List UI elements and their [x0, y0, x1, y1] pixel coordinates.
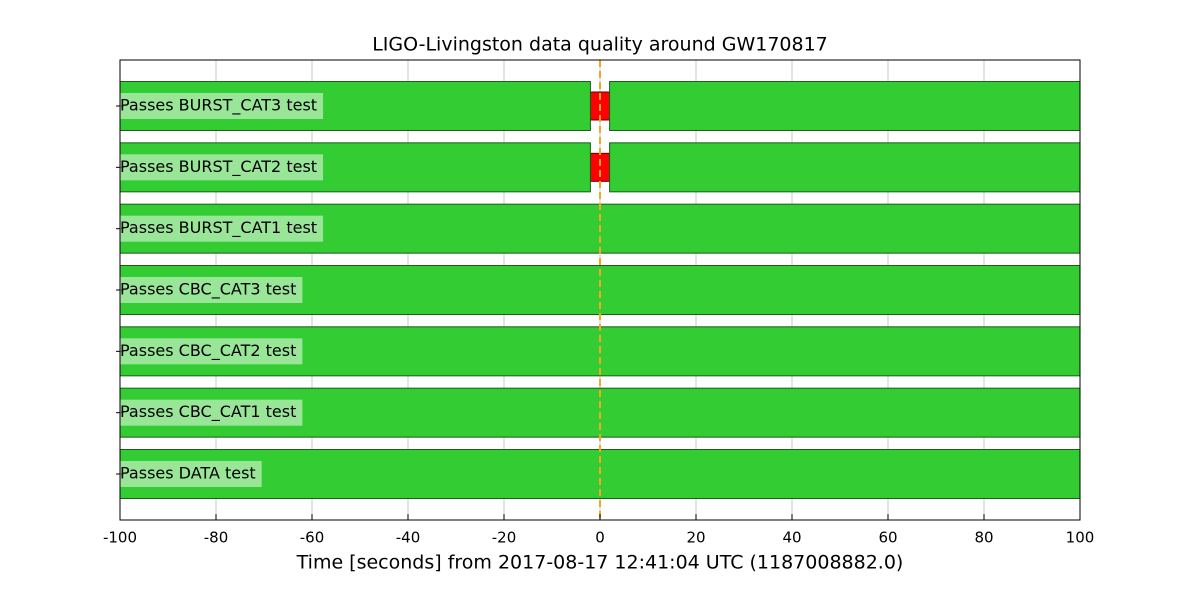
- row-label: Passes CBC_CAT2 test: [120, 341, 296, 361]
- x-tick-label: -60: [300, 529, 325, 547]
- label-box: [120, 461, 262, 487]
- x-tick-label: -80: [204, 529, 229, 547]
- row-label: Passes CBC_CAT1 test: [120, 402, 296, 422]
- x-tick-label: 20: [686, 529, 705, 547]
- inactive-segment: [589, 152, 611, 182]
- x-tick-label: 40: [782, 529, 801, 547]
- x-tick-label: 100: [1066, 529, 1095, 547]
- label-box: [120, 215, 324, 242]
- label-box: [120, 277, 303, 303]
- x-tick-label: -100: [103, 529, 137, 547]
- label-box: [120, 338, 303, 365]
- row-label: Passes CBC_CAT3 test: [120, 280, 296, 300]
- chart-title: LIGO-Livingston data quality around GW17…: [372, 34, 828, 56]
- x-axis-label: Time [seconds] from 2017-08-17 12:41:04 …: [296, 552, 904, 574]
- x-tick-label: -20: [492, 529, 517, 547]
- active-segment: [609, 142, 1081, 193]
- row-label: Passes BURST_CAT2 test: [120, 157, 317, 177]
- row-label: Passes BURST_CAT3 test: [120, 96, 317, 116]
- label-box: [120, 154, 324, 181]
- x-tick-label: 80: [974, 529, 993, 547]
- label-box: [120, 93, 324, 119]
- active-segment: [609, 81, 1081, 131]
- x-tick-label: 60: [878, 529, 897, 547]
- row-label: Passes DATA test: [120, 464, 256, 483]
- row-label: Passes BURST_CAT1 test: [120, 218, 317, 238]
- x-tick-label: -40: [396, 529, 421, 547]
- x-tick-label: 0: [595, 529, 605, 547]
- label-box: [120, 399, 303, 426]
